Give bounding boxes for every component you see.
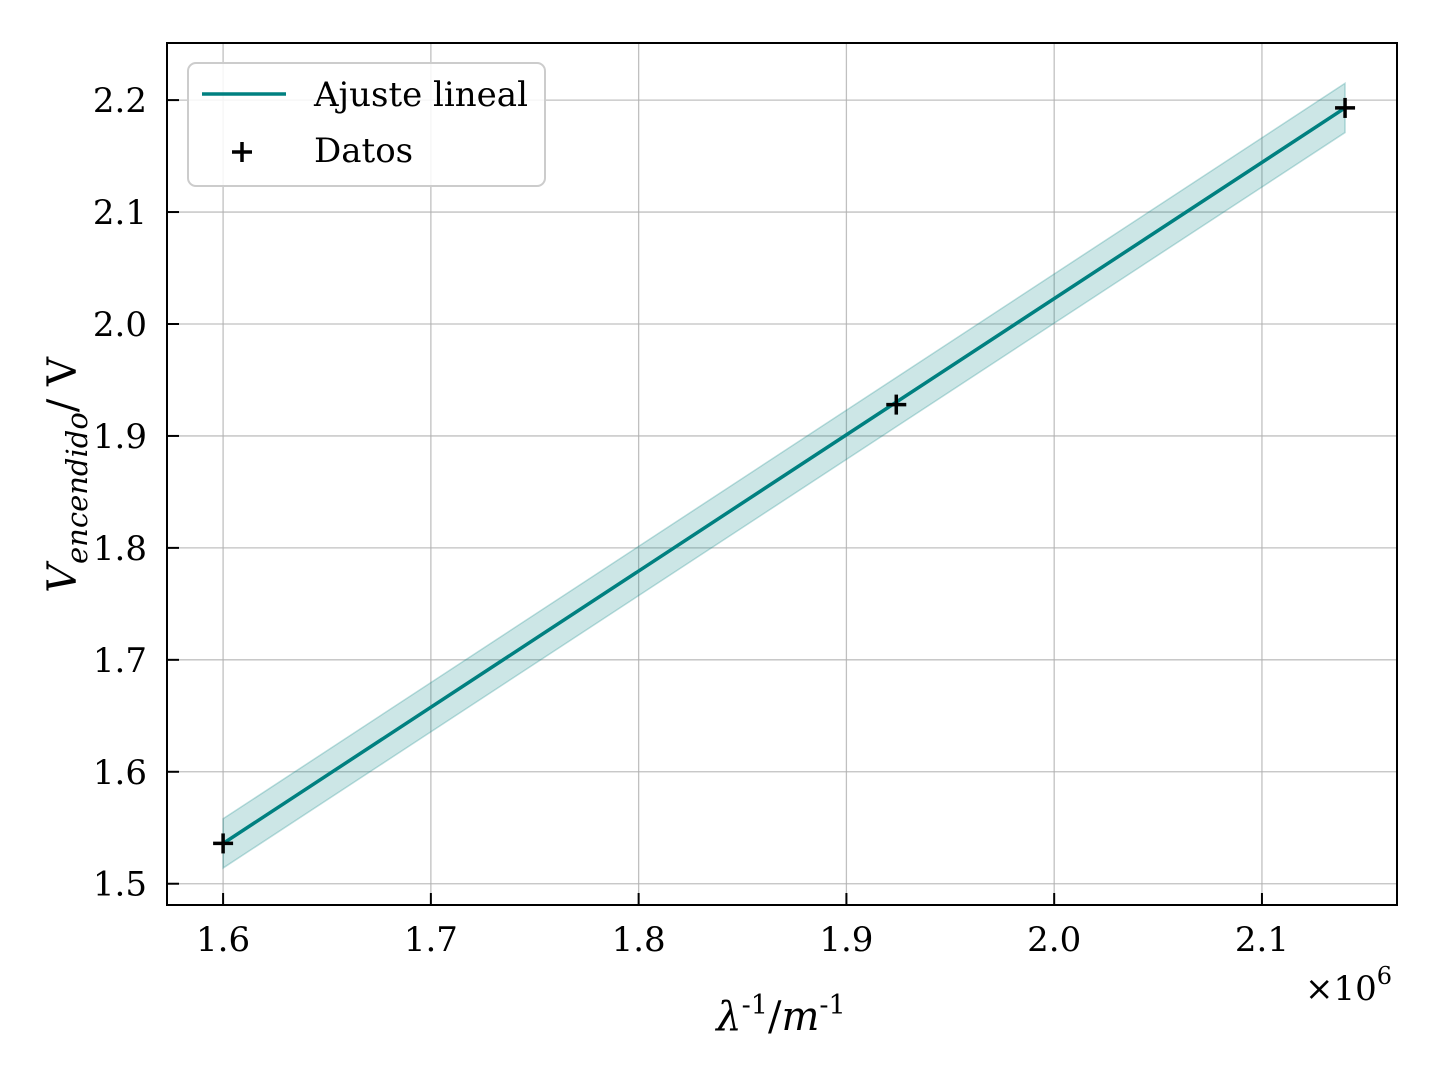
y-tick-label: 1.6 [93, 753, 147, 793]
data-point [886, 394, 907, 415]
x-tick-label: 2.1 [1235, 920, 1289, 960]
legend-plus-marker [232, 142, 252, 162]
legend-label-fit: Ajuste lineal [313, 75, 528, 115]
x-scale-base: ×10 [1305, 969, 1377, 1009]
grid [167, 43, 1397, 905]
x-tick-label: 1.6 [196, 920, 250, 960]
x-axis-label-sup2: -1 [819, 990, 845, 1021]
y-tick-label: 1.5 [93, 865, 147, 905]
data-points-layer [213, 97, 1356, 854]
legend: Ajuste lineal Datos [187, 62, 546, 187]
y-axis-label-main: V [40, 560, 86, 593]
y-tick-label: 2.0 [93, 305, 147, 345]
x-scale-label: ×106 [1305, 962, 1392, 1009]
legend-plus-symbol [232, 142, 252, 162]
legend-label-data: Datos [314, 131, 413, 171]
x-axis-label-unit: m [781, 994, 819, 1040]
x-scale-exponent: 6 [1377, 962, 1392, 990]
x-axis-label: λ-1/m-1 [714, 990, 845, 1040]
x-tick-label: 1.7 [404, 920, 458, 960]
y-tick-label: 2.2 [93, 81, 147, 121]
data-point [1335, 97, 1356, 118]
y-tick-labels: 1.5 1.6 1.7 1.8 1.9 2.0 2.1 2.2 [93, 81, 147, 905]
x-axis-label-sup1: -1 [742, 990, 768, 1021]
x-axis-label-main: λ [714, 994, 741, 1040]
x-tick-label: 1.9 [819, 920, 873, 960]
y-tick-label: 1.7 [93, 641, 147, 681]
y-axis-label-rest: / V [40, 356, 86, 412]
y-tick-label: 1.9 [93, 417, 147, 457]
ticks [167, 99, 1263, 905]
y-tick-label: 1.8 [93, 529, 147, 569]
fit-line [220, 105, 1348, 846]
y-tick-label: 2.1 [93, 193, 147, 233]
y-axis-label-sub: encendido [60, 412, 94, 564]
x-tick-labels: 1.6 1.7 1.8 1.9 2.0 2.1 [196, 920, 1289, 960]
x-tick-label: 2.0 [1027, 920, 1081, 960]
y-axis-label: Vencendido/ V [40, 356, 94, 593]
data-point [213, 833, 234, 854]
x-axis-label-sep: / [768, 994, 782, 1040]
plot-frame [166, 42, 1398, 906]
x-tick-label: 1.8 [612, 920, 666, 960]
fit-line-layer [220, 105, 1348, 846]
